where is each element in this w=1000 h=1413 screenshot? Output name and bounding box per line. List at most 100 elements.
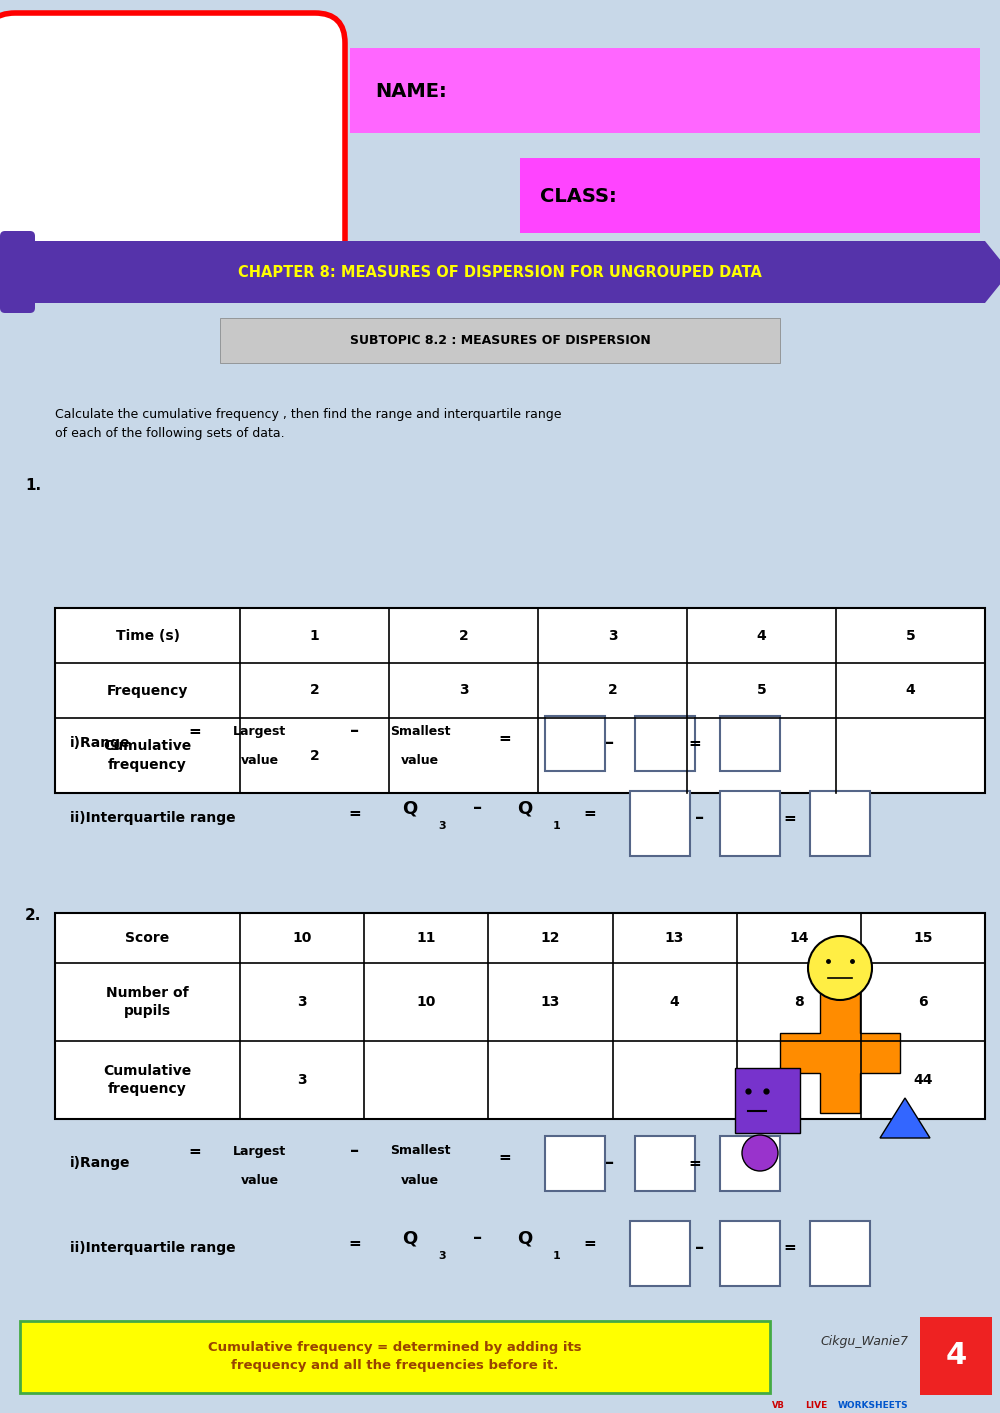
Text: =: = bbox=[189, 723, 201, 739]
FancyBboxPatch shape bbox=[545, 1136, 605, 1191]
Text: value: value bbox=[241, 1174, 279, 1187]
Text: i)Range: i)Range bbox=[70, 736, 130, 750]
Text: 1.: 1. bbox=[25, 478, 41, 493]
Text: –: – bbox=[473, 798, 483, 817]
FancyBboxPatch shape bbox=[350, 48, 980, 133]
Polygon shape bbox=[880, 1098, 930, 1137]
Text: Q: Q bbox=[402, 1229, 418, 1248]
Text: 1: 1 bbox=[553, 821, 561, 831]
Text: =: = bbox=[784, 1241, 796, 1256]
FancyBboxPatch shape bbox=[630, 1221, 690, 1286]
Text: CLASS:: CLASS: bbox=[540, 187, 617, 205]
Text: –: – bbox=[350, 1142, 360, 1160]
Text: value: value bbox=[401, 755, 439, 767]
Text: 4: 4 bbox=[945, 1341, 967, 1371]
Text: 2: 2 bbox=[608, 684, 617, 698]
Circle shape bbox=[808, 935, 872, 1000]
Text: 2.: 2. bbox=[25, 909, 41, 923]
FancyBboxPatch shape bbox=[0, 13, 345, 283]
Text: 3: 3 bbox=[297, 995, 307, 1009]
Bar bbox=[735, 1068, 800, 1133]
Text: =: = bbox=[584, 1235, 596, 1251]
Text: value: value bbox=[401, 1174, 439, 1187]
Text: i)Range: i)Range bbox=[70, 1156, 130, 1170]
Text: 14: 14 bbox=[789, 931, 809, 945]
Text: 3: 3 bbox=[438, 821, 446, 831]
Circle shape bbox=[742, 1135, 778, 1171]
Text: CHAPTER 8: MEASURES OF DISPERSION FOR UNGROUPED DATA: CHAPTER 8: MEASURES OF DISPERSION FOR UN… bbox=[238, 264, 762, 280]
Text: =: = bbox=[349, 805, 361, 821]
Text: 2: 2 bbox=[459, 629, 468, 643]
Text: Cumulative frequency = determined by adding its
frequency and all the frequencie: Cumulative frequency = determined by add… bbox=[208, 1341, 582, 1372]
Text: 10: 10 bbox=[292, 931, 312, 945]
FancyBboxPatch shape bbox=[720, 1136, 780, 1191]
Text: VB: VB bbox=[772, 1400, 785, 1410]
Text: Largest: Largest bbox=[233, 725, 287, 738]
Text: 3: 3 bbox=[608, 629, 617, 643]
Text: Time (s): Time (s) bbox=[116, 629, 180, 643]
Text: –: – bbox=[695, 810, 705, 827]
Text: 12: 12 bbox=[541, 931, 560, 945]
Text: Cikgu_Wanie7: Cikgu_Wanie7 bbox=[820, 1334, 908, 1348]
Text: 3: 3 bbox=[438, 1251, 446, 1260]
Text: =: = bbox=[689, 1156, 701, 1170]
Text: Q: Q bbox=[517, 798, 533, 817]
Text: ii)Interquartile range: ii)Interquartile range bbox=[70, 811, 236, 825]
Polygon shape bbox=[780, 993, 900, 1113]
FancyBboxPatch shape bbox=[20, 1321, 770, 1393]
Text: 3: 3 bbox=[459, 684, 468, 698]
Text: 8: 8 bbox=[794, 995, 804, 1009]
Text: 10: 10 bbox=[417, 995, 436, 1009]
Text: =: = bbox=[784, 811, 796, 825]
Text: 4: 4 bbox=[906, 684, 915, 698]
FancyBboxPatch shape bbox=[720, 715, 780, 770]
FancyBboxPatch shape bbox=[630, 790, 690, 855]
Text: =: = bbox=[349, 1235, 361, 1251]
FancyBboxPatch shape bbox=[920, 1317, 992, 1395]
Text: =: = bbox=[189, 1143, 201, 1159]
FancyBboxPatch shape bbox=[220, 318, 780, 363]
Text: Smallest: Smallest bbox=[390, 725, 450, 738]
Text: 2: 2 bbox=[310, 684, 319, 698]
Text: =: = bbox=[584, 805, 596, 821]
Text: –: – bbox=[473, 1229, 483, 1248]
FancyBboxPatch shape bbox=[0, 230, 35, 314]
Text: =: = bbox=[499, 731, 511, 746]
Text: =: = bbox=[689, 736, 701, 750]
FancyBboxPatch shape bbox=[10, 242, 985, 302]
Text: 5: 5 bbox=[906, 629, 915, 643]
Text: Score: Score bbox=[125, 931, 170, 945]
FancyBboxPatch shape bbox=[810, 790, 870, 855]
Text: 13: 13 bbox=[541, 995, 560, 1009]
Text: –: – bbox=[605, 733, 615, 752]
Text: Q: Q bbox=[402, 798, 418, 817]
Text: 44: 44 bbox=[913, 1072, 933, 1087]
Text: Frequency: Frequency bbox=[107, 684, 188, 698]
Text: 1: 1 bbox=[553, 1251, 561, 1260]
FancyBboxPatch shape bbox=[810, 1221, 870, 1286]
Text: ii)Interquartile range: ii)Interquartile range bbox=[70, 1241, 236, 1255]
Text: Cumulative
frequency: Cumulative frequency bbox=[103, 739, 192, 771]
Text: Cumulative
frequency: Cumulative frequency bbox=[103, 1064, 192, 1096]
Text: 1: 1 bbox=[310, 629, 319, 643]
FancyBboxPatch shape bbox=[720, 790, 780, 855]
Text: WORKSHEETS: WORKSHEETS bbox=[838, 1400, 909, 1410]
Text: –: – bbox=[695, 1239, 705, 1258]
Bar bbox=[55, 913, 985, 1119]
FancyBboxPatch shape bbox=[520, 158, 980, 233]
Text: SUBTOPIC 8.2 : MEASURES OF DISPERSION: SUBTOPIC 8.2 : MEASURES OF DISPERSION bbox=[350, 333, 650, 348]
Text: 6: 6 bbox=[918, 995, 928, 1009]
FancyBboxPatch shape bbox=[720, 1221, 780, 1286]
Text: 4: 4 bbox=[757, 629, 766, 643]
Text: NAME:: NAME: bbox=[375, 82, 447, 100]
FancyBboxPatch shape bbox=[635, 715, 695, 770]
Text: value: value bbox=[241, 755, 279, 767]
Text: 11: 11 bbox=[417, 931, 436, 945]
Text: 4: 4 bbox=[670, 995, 679, 1009]
Text: –: – bbox=[350, 722, 360, 740]
Text: Largest: Largest bbox=[233, 1145, 287, 1157]
Text: =: = bbox=[499, 1150, 511, 1166]
Text: Calculate the cumulative frequency , then find the range and interquartile range: Calculate the cumulative frequency , the… bbox=[55, 408, 562, 439]
FancyBboxPatch shape bbox=[635, 1136, 695, 1191]
Text: 15: 15 bbox=[913, 931, 933, 945]
